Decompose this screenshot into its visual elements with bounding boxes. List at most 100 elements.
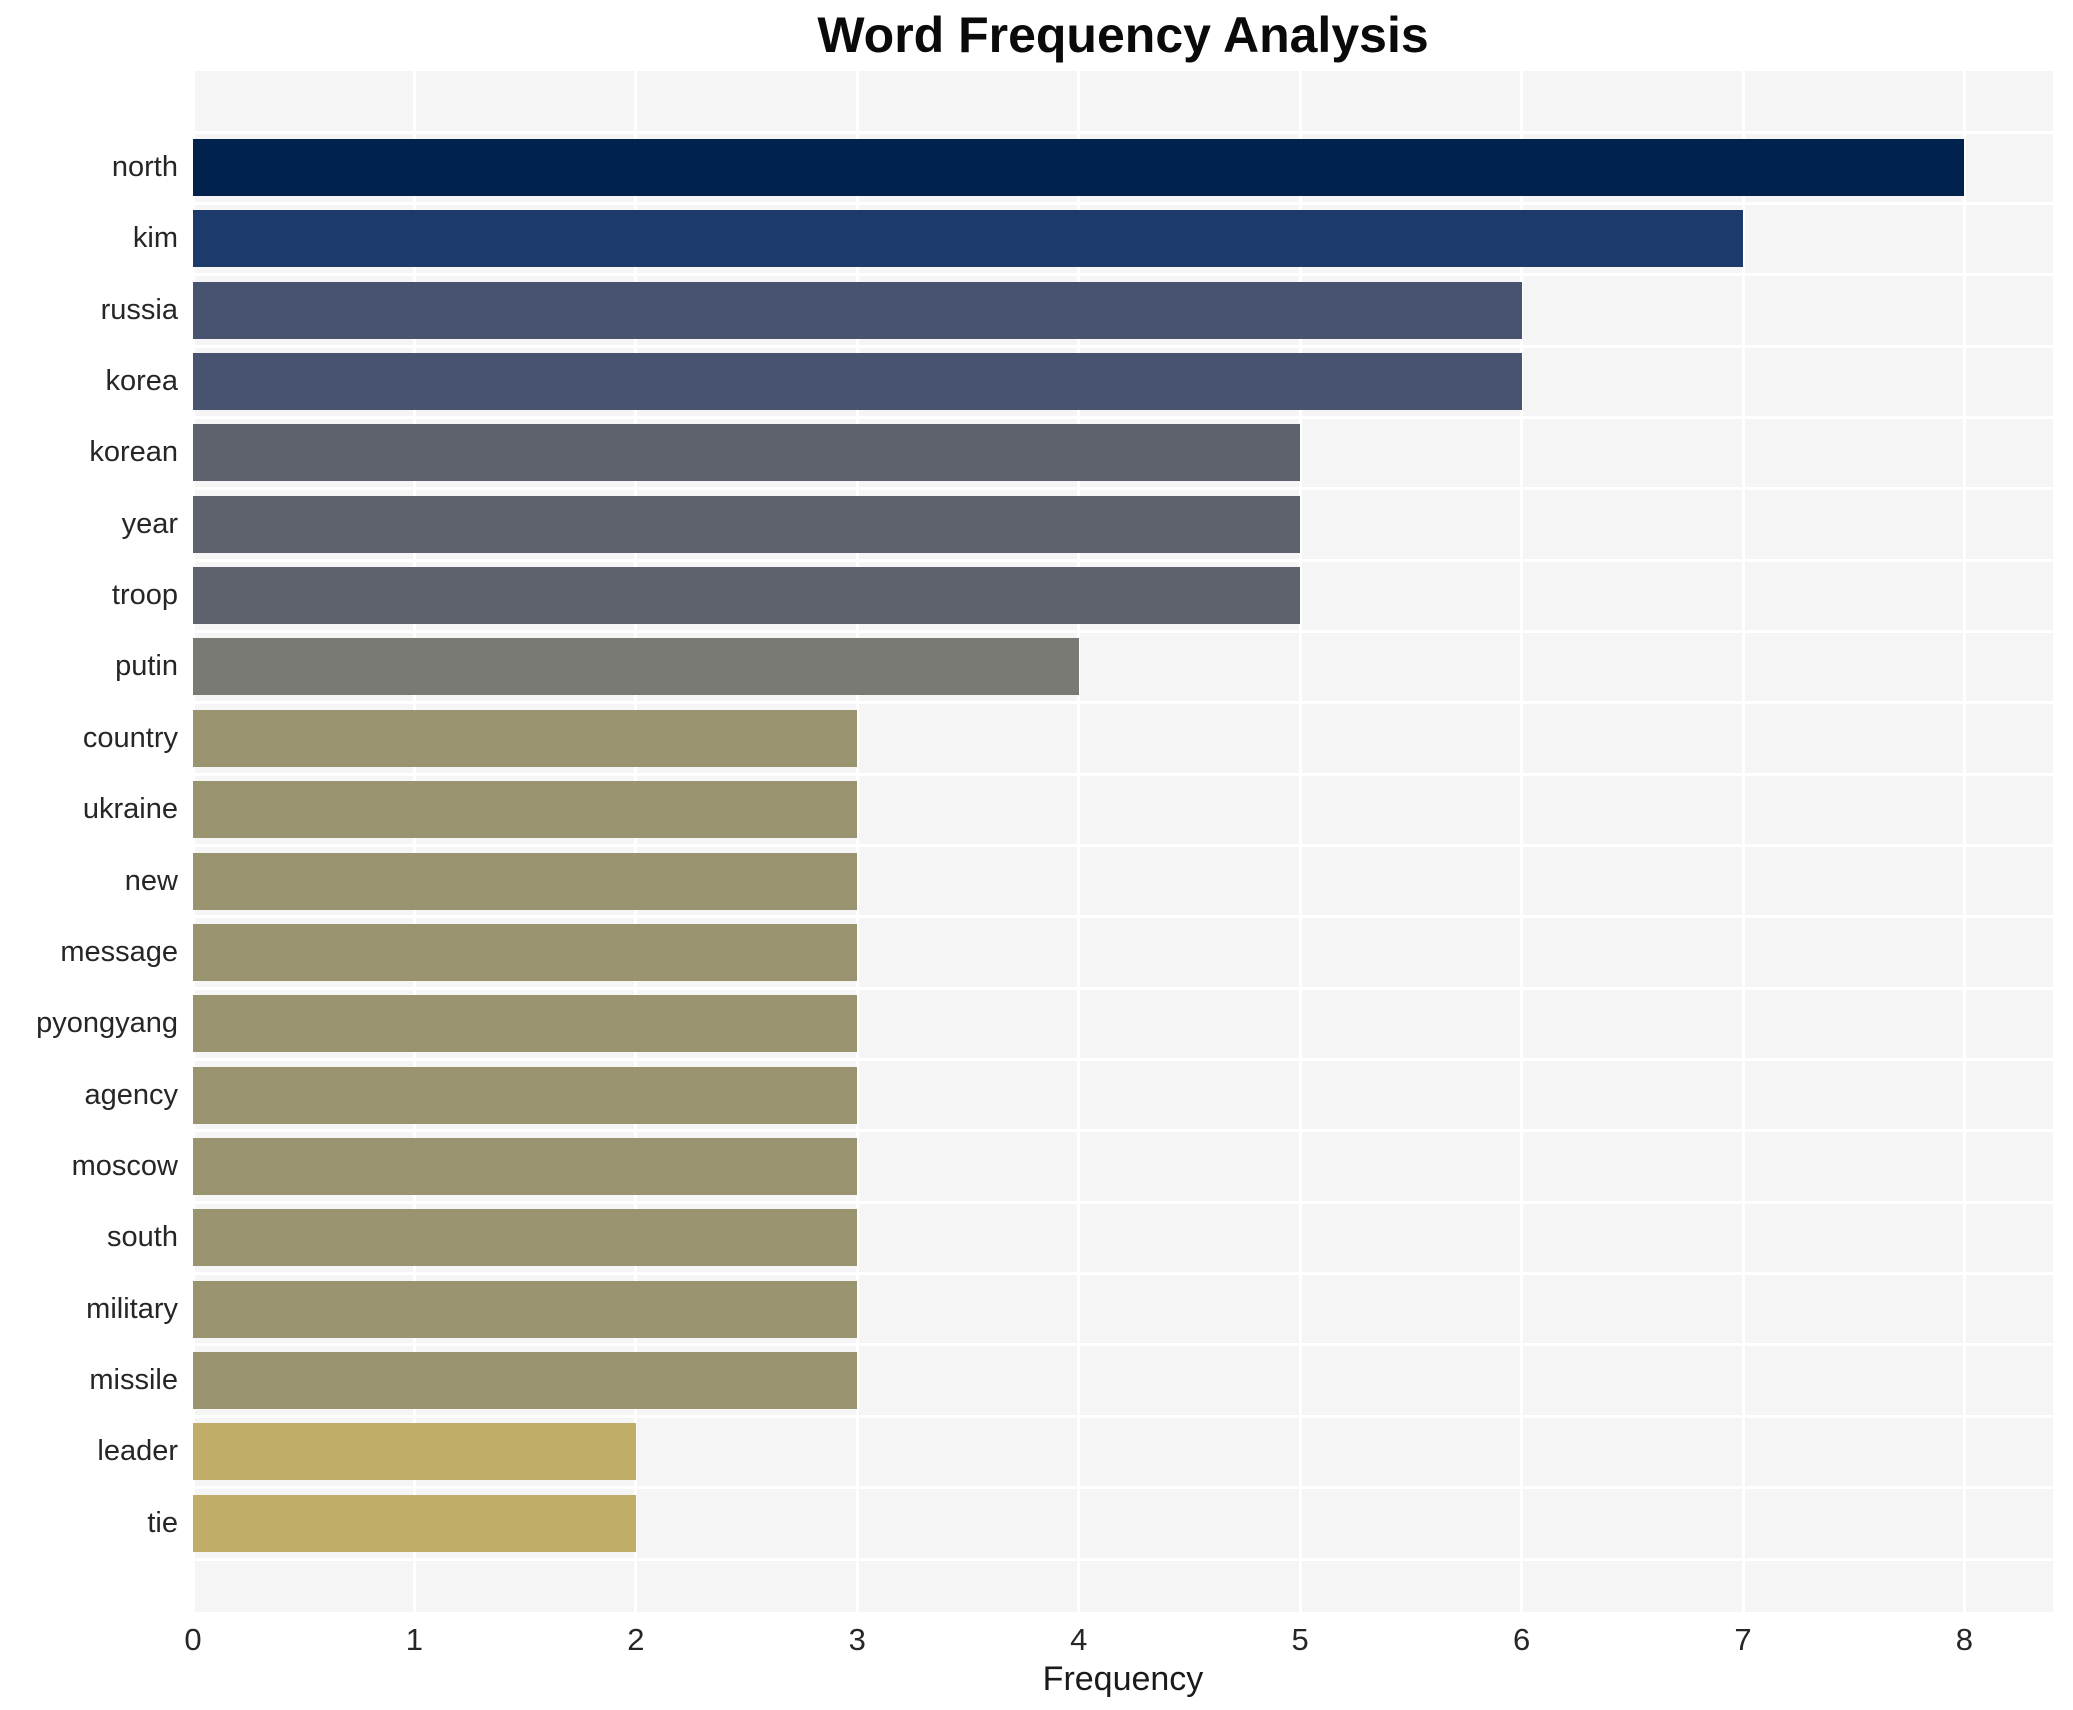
gridline-row-boundary (193, 1414, 2053, 1418)
bar-row-kim (193, 203, 2053, 274)
gridline-row-boundary (193, 1129, 2053, 1133)
bar-south (193, 1209, 858, 1267)
bar-row-leader (193, 1416, 2053, 1487)
plot-area (191, 71, 2053, 1612)
x-tick-label-5: 5 (1291, 1622, 1309, 1657)
gridline-x-3 (855, 71, 859, 1612)
bar-country (193, 709, 858, 767)
bar-leader (193, 1423, 636, 1481)
gridline-x-5 (1298, 71, 1302, 1612)
bar-row-agency (193, 1060, 2053, 1131)
bar-missile (193, 1351, 858, 1409)
x-tick-label-6: 6 (1512, 1622, 1531, 1657)
chart-title: Word Frequency Analysis (817, 7, 1429, 63)
y-tick-label-russia: russia (100, 293, 178, 326)
bar-pyongyang (193, 995, 858, 1053)
gridline-x-8 (1962, 71, 1966, 1612)
bar-agency (193, 1066, 858, 1124)
y-tick-label-country: country (82, 721, 178, 754)
bar-row-missile (193, 1345, 2053, 1416)
bar-row-message (193, 917, 2053, 988)
gridline-x-1 (412, 71, 416, 1612)
bar-kim (193, 210, 1743, 268)
bar-row-military (193, 1274, 2053, 1345)
x-tick-label-2: 2 (627, 1622, 645, 1657)
bar-tie (193, 1494, 636, 1552)
gridline-x-7 (1741, 71, 1745, 1612)
bar-putin (193, 638, 1079, 696)
x-tick-label-8: 8 (1955, 1622, 1974, 1657)
x-tick-label-3: 3 (848, 1622, 866, 1657)
bar-troop (193, 567, 1301, 625)
gridline-row-boundary (193, 130, 2053, 134)
x-tick-label-1: 1 (405, 1622, 424, 1657)
gridline-x-0 (191, 71, 195, 1612)
bar-message (193, 923, 858, 981)
gridline-x-4 (1077, 71, 1081, 1612)
bar-row-pyongyang (193, 988, 2053, 1059)
bar-year (193, 495, 1301, 553)
y-tick-label-moscow: moscow (71, 1149, 178, 1182)
bar-row-south (193, 1202, 2053, 1273)
y-tick-label-korea: korea (105, 365, 178, 398)
gridline-row-boundary (193, 344, 2053, 348)
gridline-row-boundary (193, 1486, 2053, 1490)
gridline-x-6 (1520, 71, 1524, 1612)
y-tick-label-south: south (107, 1221, 178, 1254)
bar-row-new (193, 846, 2053, 917)
gridline-row-boundary (193, 701, 2053, 705)
bar-row-korea (193, 346, 2053, 417)
bar-moscow (193, 1137, 858, 1195)
bar-russia (193, 281, 1522, 339)
gridline-row-boundary (193, 487, 2053, 491)
y-tick-label-message: message (60, 935, 178, 968)
bar-row-moscow (193, 1131, 2053, 1202)
gridline-row-boundary (193, 1058, 2053, 1062)
x-tick-label-4: 4 (1070, 1622, 1088, 1657)
y-tick-label-missile: missile (89, 1363, 178, 1396)
gridline-row-boundary (193, 558, 2053, 562)
x-tick-label-0: 0 (184, 1622, 202, 1657)
y-tick-label-military: military (86, 1292, 178, 1325)
y-tick-label-north: north (111, 151, 178, 183)
y-tick-label-troop: troop (111, 579, 178, 612)
gridline-x-2 (634, 71, 638, 1612)
x-tick-label-7: 7 (1734, 1622, 1752, 1657)
y-tick-label-year: year (121, 507, 178, 540)
bar-ukraine (193, 781, 858, 839)
bar-korea (193, 353, 1522, 411)
bar-korean (193, 424, 1301, 482)
gridline-row-boundary (193, 273, 2053, 277)
gridline-row-boundary (193, 1343, 2053, 1347)
bar-row-russia (193, 275, 2053, 346)
gridline-row-boundary (193, 1557, 2053, 1561)
gridline-row-boundary (193, 415, 2053, 419)
bar-row-korean (193, 417, 2053, 488)
gridline-row-boundary (193, 1200, 2053, 1204)
bar-row-putin (193, 631, 2053, 702)
x-axis-label: Frequency (1042, 1660, 1204, 1698)
gridline-row-boundary (193, 844, 2053, 847)
bar-row-country (193, 703, 2053, 774)
gridline-row-boundary (193, 772, 2053, 776)
y-tick-label-pyongyang: pyongyang (36, 1007, 178, 1040)
bar-row-troop (193, 560, 2053, 631)
y-tick-label-tie: tie (147, 1506, 178, 1539)
gridline-row-boundary (193, 986, 2053, 990)
gridline-row-boundary (193, 201, 2053, 205)
bar-row-year (193, 489, 2053, 560)
bar-new (193, 852, 858, 910)
y-tick-label-new: new (124, 864, 178, 897)
gridline-row-boundary (193, 1272, 2053, 1276)
y-tick-label-korean: korean (89, 436, 178, 469)
y-tick-label-ukraine: ukraine (82, 793, 178, 826)
bar-row-tie (193, 1488, 2053, 1559)
bar-row-ukraine (193, 774, 2053, 845)
y-tick-label-putin: putin (115, 650, 178, 683)
bar-north (193, 139, 1965, 196)
gridline-row-boundary (193, 915, 2053, 919)
y-tick-label-kim: kim (132, 222, 178, 255)
bar-military (193, 1280, 858, 1338)
gridline-row-boundary (193, 629, 2053, 633)
